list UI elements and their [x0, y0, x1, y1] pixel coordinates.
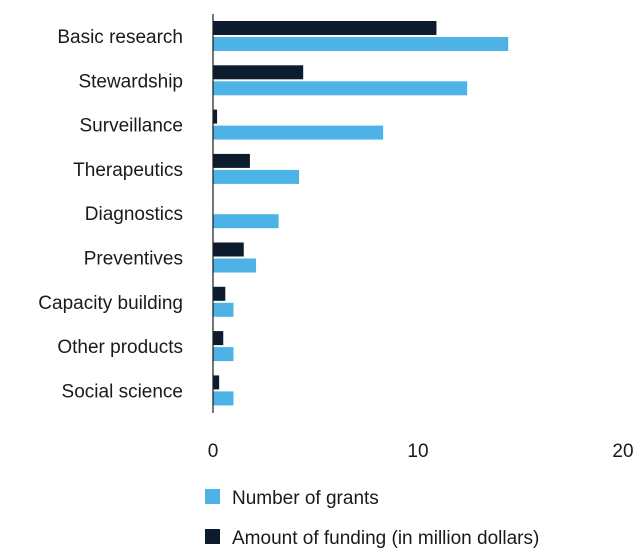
legend-label-funding: Amount of funding (in million dollars): [232, 528, 539, 549]
category-label-diagnostics: Diagnostics: [85, 204, 183, 225]
legend-label-grants: Number of grants: [232, 488, 379, 509]
category-label-basic-research: Basic research: [57, 27, 183, 48]
grants-bar-therapeutics: [213, 169, 300, 184]
category-label-therapeutics: Therapeutics: [73, 160, 183, 181]
x-axis-ticks: 0 10 20: [208, 441, 634, 462]
funding-bar-basic-research: [213, 21, 437, 35]
category-label-preventives: Preventives: [84, 249, 183, 270]
category-label-surveillance: Surveillance: [80, 116, 184, 137]
category-label-capacity-building: Capacity building: [38, 293, 183, 314]
category-labels: Basic research Stewardship Surveillance The…: [38, 27, 183, 402]
grants-bar-basic-research: [213, 37, 509, 51]
bars-layer: [213, 21, 509, 406]
grants-bar-other-products: [213, 347, 234, 362]
grants-bar-diagnostics: [213, 214, 279, 229]
funding-bar-surveillance: [213, 109, 218, 124]
grants-bar-preventives: [213, 258, 257, 273]
funding-bar-stewardship: [213, 65, 304, 80]
category-label-stewardship: Stewardship: [78, 71, 183, 92]
grants-bar-surveillance: [213, 125, 384, 140]
category-label-social-science: Social science: [62, 381, 183, 402]
x-tick-label-20: 20: [612, 441, 633, 462]
legend-swatch-grants: [205, 489, 220, 504]
funding-bar-capacity-building: [213, 286, 226, 301]
legend-swatch-funding: [205, 529, 220, 544]
x-tick-label-0: 0: [208, 441, 219, 462]
grants-bar-stewardship: [213, 81, 468, 96]
funding-bar-preventives: [213, 242, 244, 257]
x-tick-label-10: 10: [407, 441, 428, 462]
funding-bar-social-science: [213, 375, 220, 390]
grants-bar-capacity-building: [213, 302, 234, 317]
grants-bar-social-science: [213, 391, 234, 406]
funding-bar-other-products: [213, 331, 224, 346]
legend: Number of grants Amount of funding (in mi…: [205, 488, 539, 549]
category-label-other-products: Other products: [57, 337, 183, 358]
funding-bar-therapeutics: [213, 153, 250, 168]
